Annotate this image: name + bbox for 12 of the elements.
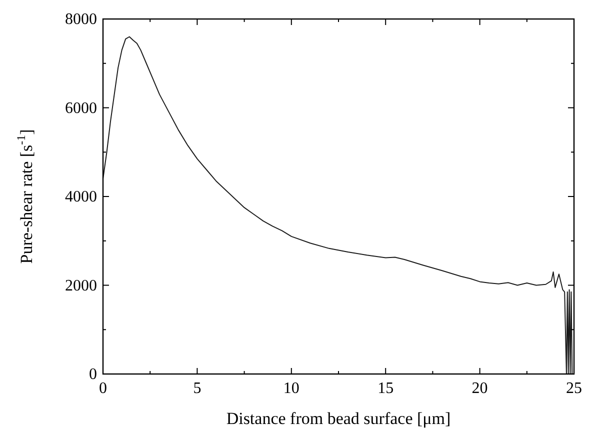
- x-axis-title: Distance from bead surface [μm]: [226, 409, 451, 428]
- x-tick-label: 20: [472, 380, 488, 397]
- x-tick-label: 5: [193, 380, 202, 397]
- line-series: [103, 36, 573, 374]
- x-tick-label: 10: [283, 380, 300, 397]
- y-tick-label: 2000: [65, 277, 97, 294]
- y-tick-label: 8000: [65, 11, 97, 28]
- x-tick-label: 25: [566, 380, 582, 397]
- y-tick-label: 4000: [65, 188, 97, 206]
- y-tick-label: 0: [89, 366, 97, 383]
- y-tick-label: 6000: [65, 100, 97, 117]
- x-tick-label: 15: [378, 380, 394, 397]
